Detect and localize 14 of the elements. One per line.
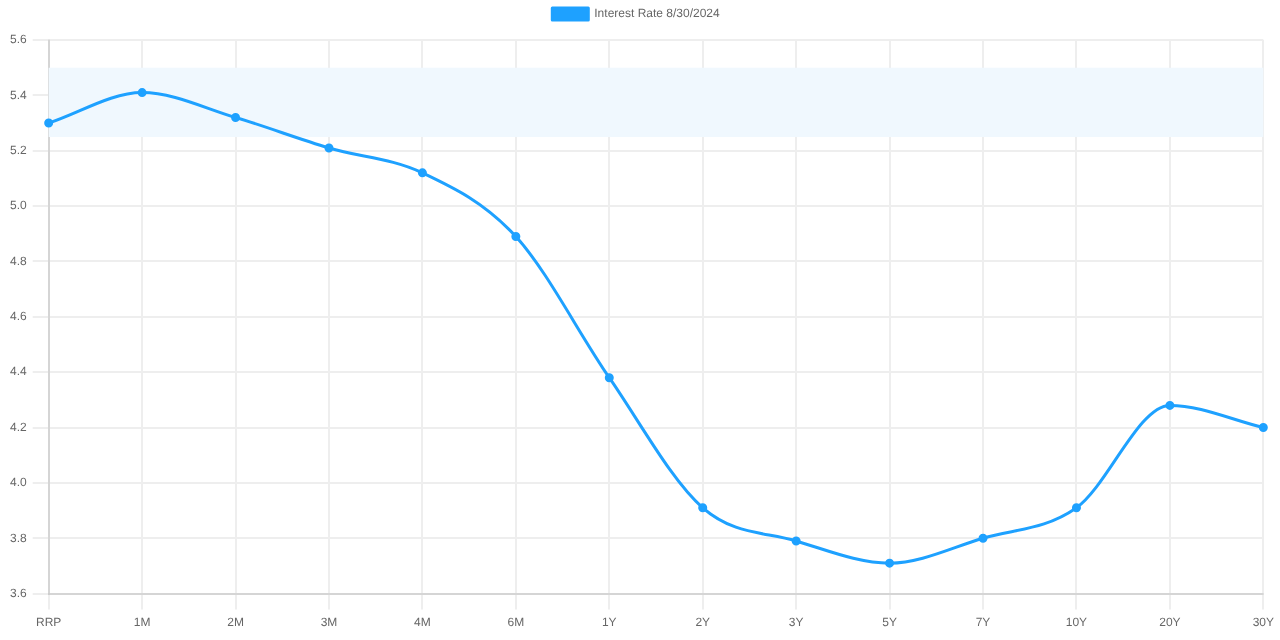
point (511, 232, 521, 242)
point (231, 113, 241, 122)
point (885, 558, 895, 568)
point (1071, 503, 1081, 513)
point (604, 373, 614, 383)
point (324, 143, 334, 153)
point (137, 88, 147, 98)
point (1258, 423, 1268, 433)
point (44, 118, 54, 128)
point (791, 536, 801, 546)
point (978, 533, 988, 543)
point (417, 168, 427, 178)
point (1165, 400, 1175, 410)
point (698, 503, 708, 513)
